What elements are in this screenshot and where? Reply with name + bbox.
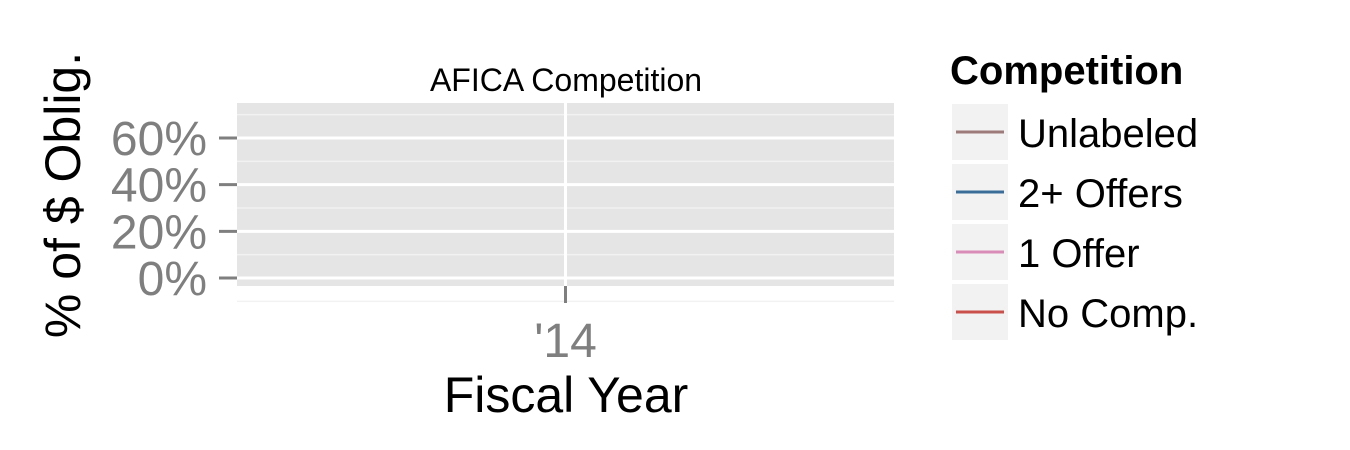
legend-title: Competition: [950, 49, 1183, 93]
legend-label: No Comp.: [1018, 292, 1198, 336]
grid: [237, 103, 894, 303]
legend-label: 2+ Offers: [1018, 172, 1183, 216]
legend: Unlabeled 2+ Offers 1 Offer No Comp.: [952, 104, 1198, 340]
legend-label: 1 Offer: [1018, 232, 1140, 276]
x-tick-label: '14: [534, 315, 597, 368]
x-axis-label: Fiscal Year: [444, 367, 689, 423]
y-tick-label: 20%: [111, 206, 207, 259]
y-tick-label: 0%: [138, 253, 207, 306]
y-tick-label: 40%: [111, 160, 207, 213]
axes: 0%20%40%60% '14: [111, 113, 597, 368]
legend-label: Unlabeled: [1018, 112, 1198, 156]
chart-title: AFICA Competition: [430, 62, 702, 98]
y-tick-label: 60%: [111, 113, 207, 166]
y-axis-label: % of $ Oblig.: [35, 52, 91, 338]
